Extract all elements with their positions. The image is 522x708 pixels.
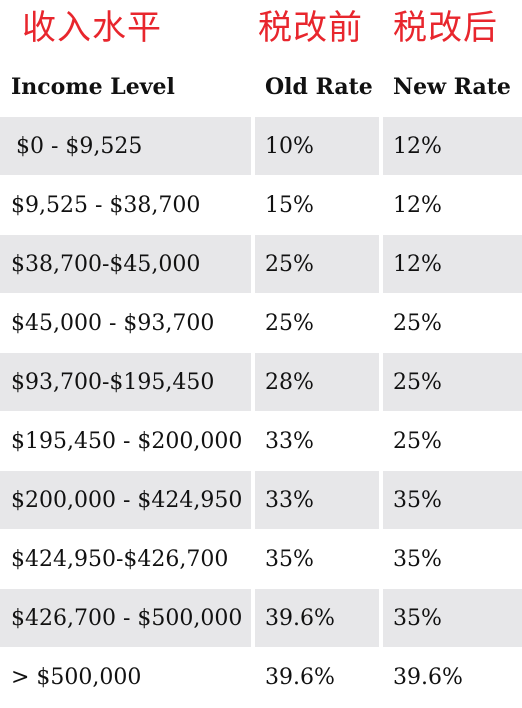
new-rate-cell: 35%	[383, 589, 522, 647]
new-rate-cell: 39.6%	[383, 648, 522, 706]
new-rate-cell: 12%	[383, 117, 522, 175]
old-rate-cell: 33%	[255, 471, 379, 529]
table-header-row: Income Level Old Rate New Rate	[0, 58, 522, 117]
old-rate-cell: 35%	[255, 530, 379, 588]
table-row: $45,000 - $93,700 25% 25%	[0, 294, 522, 353]
new-rate-cell: 25%	[383, 294, 522, 352]
zh-header-new-rate: 税改后	[393, 8, 498, 48]
table-row: $200,000 - $424,950 33% 35%	[0, 471, 522, 530]
tax-rate-table: Income Level Old Rate New Rate $0 - $9,5…	[0, 58, 522, 707]
old-rate-cell: 10%	[255, 117, 379, 175]
column-header-old-rate: Old Rate	[255, 58, 379, 116]
old-rate-cell: 28%	[255, 353, 379, 411]
table-row: $426,700 - $500,000 39.6% 35%	[0, 589, 522, 648]
zh-header-income-level: 收入水平	[22, 8, 162, 48]
new-rate-cell: 35%	[383, 530, 522, 588]
table-row: $195,450 - $200,000 33% 25%	[0, 412, 522, 471]
old-rate-cell: 25%	[255, 235, 379, 293]
income-level-cell: > $500,000	[0, 648, 251, 706]
income-level-cell: $38,700-$45,000	[0, 235, 251, 293]
column-header-new-rate: New Rate	[383, 58, 522, 116]
new-rate-cell: 12%	[383, 176, 522, 234]
column-header-income-level: Income Level	[0, 58, 251, 116]
zh-header-old-rate: 税改前	[258, 8, 363, 48]
income-level-cell: $45,000 - $93,700	[0, 294, 251, 352]
old-rate-cell: 39.6%	[255, 589, 379, 647]
old-rate-cell: 15%	[255, 176, 379, 234]
income-level-cell: $93,700-$195,450	[0, 353, 251, 411]
income-level-cell: $200,000 - $424,950	[0, 471, 251, 529]
table-row: $424,950-$426,700 35% 35%	[0, 530, 522, 589]
table-row: $0 - $9,525 10% 12%	[0, 117, 522, 176]
new-rate-cell: 25%	[383, 412, 522, 470]
table-row: $9,525 - $38,700 15% 12%	[0, 176, 522, 235]
income-level-cell: $0 - $9,525	[0, 117, 251, 175]
old-rate-cell: 25%	[255, 294, 379, 352]
table-row: > $500,000 39.6% 39.6%	[0, 648, 522, 707]
new-rate-cell: 35%	[383, 471, 522, 529]
chinese-header: 收入水平 税改前 税改后	[0, 0, 522, 58]
income-level-cell: $195,450 - $200,000	[0, 412, 251, 470]
income-level-cell: $426,700 - $500,000	[0, 589, 251, 647]
old-rate-cell: 39.6%	[255, 648, 379, 706]
new-rate-cell: 12%	[383, 235, 522, 293]
table-row: $38,700-$45,000 25% 12%	[0, 235, 522, 294]
old-rate-cell: 33%	[255, 412, 379, 470]
income-level-cell: $9,525 - $38,700	[0, 176, 251, 234]
table-row: $93,700-$195,450 28% 25%	[0, 353, 522, 412]
income-level-cell: $424,950-$426,700	[0, 530, 251, 588]
new-rate-cell: 25%	[383, 353, 522, 411]
